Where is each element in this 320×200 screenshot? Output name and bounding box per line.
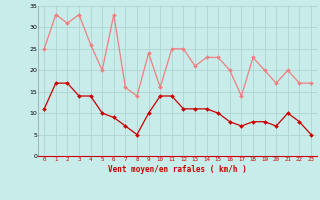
X-axis label: Vent moyen/en rafales ( km/h ): Vent moyen/en rafales ( km/h ): [108, 165, 247, 174]
